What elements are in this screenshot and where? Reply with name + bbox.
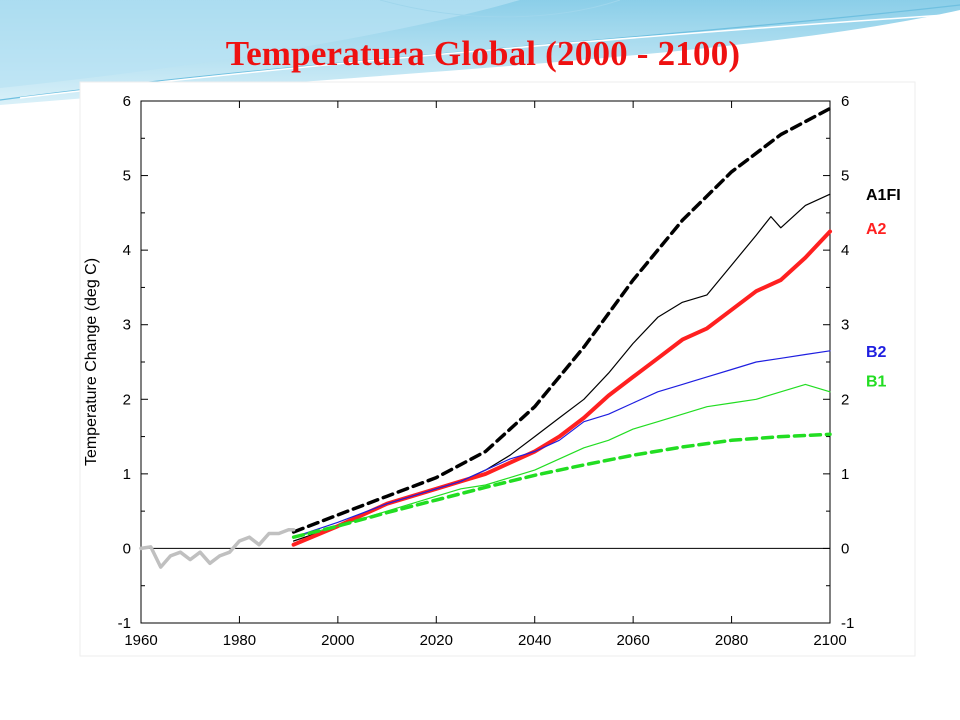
header-swoosh-light: [0, 0, 520, 88]
series-label-b1: B1: [866, 374, 887, 391]
y-tick-label-left: 6: [123, 93, 131, 110]
x-tick-label: 2060: [616, 632, 649, 649]
y-tick-label-left: 2: [123, 391, 131, 408]
x-tick-label: 2020: [420, 632, 453, 649]
y-tick-label-right: 3: [841, 317, 849, 334]
chart-panel: [79, 81, 916, 657]
y-tick-label-left: 1: [123, 466, 131, 483]
series-label-a2: A2: [866, 221, 887, 238]
swoosh-line: [379, 0, 621, 18]
x-tick-label: 1980: [223, 632, 256, 649]
series-label-b2: B2: [866, 344, 887, 361]
y-tick-label-right: 1: [841, 466, 849, 483]
y-tick-label-left: 3: [123, 317, 131, 334]
series-line-b2: [293, 350, 831, 538]
x-tick-label: 2040: [518, 632, 551, 649]
x-tick-label: 2000: [321, 632, 354, 649]
series-line-b1: [293, 383, 831, 538]
x-tick-label: 1960: [124, 632, 157, 649]
y-tick-label-right: -1: [841, 615, 854, 632]
series-line-a1fi: [293, 193, 831, 542]
y-tick-label-left: 0: [123, 540, 131, 557]
series-line-a1fi-upper: [291, 106, 832, 534]
y-tick-label-left: 4: [123, 242, 131, 259]
x-tick-label: 2100: [813, 632, 846, 649]
y-axis-title: Temperature Change (deg C): [83, 258, 100, 466]
y-tick-label-right: 6: [841, 93, 849, 110]
y-tick-label-left: 5: [123, 168, 131, 185]
series-label-a1fi: A1FI: [866, 187, 901, 204]
y-tick-label-right: 0: [841, 540, 849, 557]
x-tick-label: 2080: [715, 632, 748, 649]
slide-title: Temperatura Global (2000 - 2100): [225, 34, 741, 73]
y-tick-label-right: 4: [841, 242, 849, 259]
y-tick-label-left: -1: [118, 615, 131, 632]
y-tick-label-right: 2: [841, 391, 849, 408]
series-line-b1-lower: [291, 432, 832, 539]
y-tick-label-right: 5: [841, 168, 849, 185]
plot-frame: [140, 100, 831, 624]
series-line-observed: [139, 528, 296, 569]
series-line-a2: [291, 229, 832, 547]
